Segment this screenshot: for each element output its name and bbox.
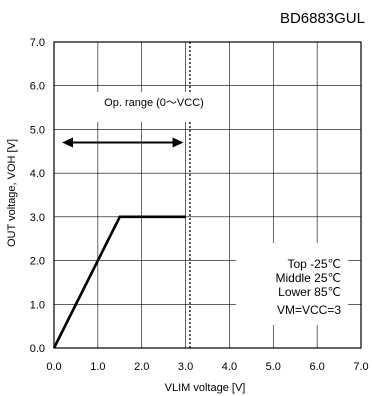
condition-legend: Top -25℃ Middle 25℃ Lower 85℃ VM=VCC=3	[236, 243, 348, 325]
operating-range-annotation: Op. range (0〜VCC)	[62, 92, 228, 148]
legend-line-middle: Middle 25℃	[275, 271, 341, 285]
x-tick-label: 7.0	[353, 361, 368, 373]
y-tick-label: 0.0	[30, 343, 45, 355]
y-tick-label: 7.0	[30, 37, 45, 49]
y-tick-label: 3.0	[30, 212, 45, 224]
x-axis-label: VLIM voltage [V]	[165, 382, 246, 394]
x-tick-label: 1.0	[90, 361, 105, 373]
x-axis-ticks: 0.0 1.0 2.0 3.0 4.0 5.0 6.0 7.0	[46, 361, 368, 373]
series-line	[52, 215, 186, 349]
x-tick-label: 2.0	[134, 361, 149, 373]
series-layer	[52, 215, 186, 349]
x-tick-label: 4.0	[222, 361, 237, 373]
legend-line-top: Top -25℃	[287, 257, 341, 271]
legend-line-vm: VM=VCC=3	[277, 303, 341, 317]
x-tick-label: 6.0	[309, 361, 324, 373]
legend-line-lower: Lower 85℃	[278, 285, 341, 299]
x-tick-label: 0.0	[46, 361, 61, 373]
y-axis-label: OUT voltage, VOH [V]	[6, 139, 18, 247]
y-tick-label: 4.0	[30, 168, 45, 180]
op-range-label-box	[80, 92, 228, 122]
plot-frame	[53, 41, 362, 349]
op-range-arrow-head-right	[172, 137, 184, 148]
y-tick-label: 2.0	[30, 256, 45, 268]
grid-lines	[53, 41, 362, 349]
y-tick-label: 6.0	[30, 81, 45, 93]
x-tick-label: 3.0	[178, 361, 193, 373]
x-tick-label: 5.0	[266, 361, 281, 373]
op-range-label: Op. range (0〜VCC)	[104, 97, 204, 109]
y-tick-label: 5.0	[30, 124, 45, 136]
legend-box	[236, 243, 348, 325]
chart-title: BD6883GUL	[280, 10, 365, 27]
y-tick-label: 1.0	[30, 299, 45, 311]
y-axis-ticks: 0.0 1.0 2.0 3.0 4.0 5.0 6.0 7.0	[30, 37, 45, 355]
op-range-arrow-head-left	[62, 137, 73, 148]
